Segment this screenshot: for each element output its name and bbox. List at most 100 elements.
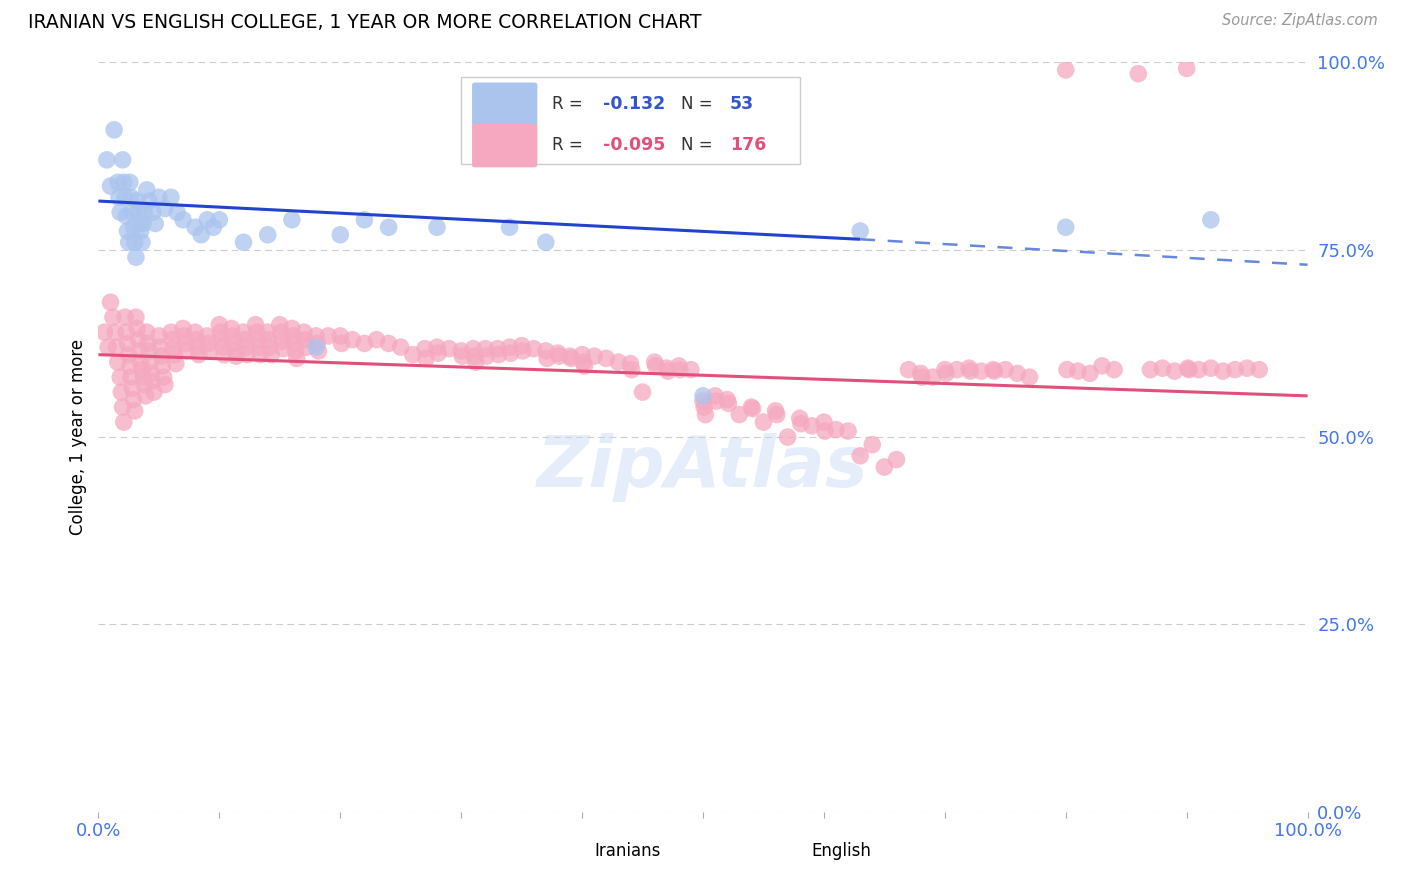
Point bbox=[366, 333, 388, 347]
Point bbox=[221, 321, 243, 335]
Point bbox=[284, 343, 307, 358]
Point bbox=[752, 415, 775, 429]
Point bbox=[1249, 362, 1271, 376]
Point bbox=[305, 329, 328, 343]
Point bbox=[571, 348, 593, 362]
Point bbox=[132, 217, 155, 231]
Point bbox=[190, 227, 212, 242]
Point bbox=[353, 336, 375, 351]
Point bbox=[118, 175, 141, 189]
Point bbox=[96, 153, 118, 167]
Point bbox=[100, 179, 122, 194]
Point bbox=[111, 153, 134, 167]
Point bbox=[790, 417, 813, 431]
Point bbox=[115, 325, 138, 339]
FancyBboxPatch shape bbox=[472, 83, 537, 126]
Point bbox=[187, 348, 209, 362]
Point bbox=[574, 359, 596, 373]
Point bbox=[148, 190, 170, 204]
FancyBboxPatch shape bbox=[748, 838, 801, 864]
Point bbox=[212, 340, 235, 354]
Point bbox=[108, 370, 131, 384]
Y-axis label: College, 1 year or more: College, 1 year or more bbox=[69, 339, 87, 535]
Point bbox=[1018, 370, 1040, 384]
Point bbox=[131, 362, 153, 376]
Point bbox=[124, 404, 146, 418]
Point bbox=[112, 415, 135, 429]
Point bbox=[124, 235, 146, 250]
Point bbox=[426, 340, 449, 354]
Point bbox=[474, 342, 496, 356]
Point bbox=[1078, 367, 1101, 381]
Point bbox=[316, 329, 339, 343]
Point bbox=[256, 325, 278, 339]
Point bbox=[1188, 362, 1211, 376]
Point bbox=[208, 318, 231, 332]
Point bbox=[1139, 362, 1161, 376]
Point bbox=[117, 224, 139, 238]
Point bbox=[886, 452, 908, 467]
Point bbox=[152, 359, 174, 373]
Point bbox=[163, 348, 186, 362]
Point bbox=[572, 355, 595, 369]
Point bbox=[486, 342, 509, 356]
Point bbox=[1199, 212, 1222, 227]
Text: R =: R = bbox=[551, 95, 593, 112]
Point bbox=[186, 333, 208, 347]
Point bbox=[141, 367, 163, 381]
Point bbox=[270, 325, 292, 339]
Point bbox=[97, 340, 120, 354]
Point bbox=[93, 325, 115, 339]
Point bbox=[499, 346, 522, 360]
Point bbox=[800, 418, 823, 433]
Point bbox=[695, 408, 717, 422]
Point bbox=[143, 217, 166, 231]
Point bbox=[389, 340, 412, 354]
Point bbox=[195, 212, 218, 227]
Text: IRANIAN VS ENGLISH COLLEGE, 1 YEAR OR MORE CORRELATION CHART: IRANIAN VS ENGLISH COLLEGE, 1 YEAR OR MO… bbox=[28, 13, 702, 32]
Point bbox=[669, 362, 692, 376]
Point bbox=[970, 364, 993, 378]
Point bbox=[437, 342, 460, 356]
Point bbox=[122, 220, 145, 235]
Point bbox=[104, 325, 127, 339]
Point bbox=[523, 342, 546, 356]
Point bbox=[512, 343, 534, 358]
Point bbox=[402, 348, 425, 362]
Point bbox=[103, 123, 125, 137]
Point bbox=[107, 355, 129, 369]
Point bbox=[127, 333, 149, 347]
Point bbox=[704, 389, 727, 403]
Point bbox=[377, 336, 399, 351]
Point bbox=[166, 205, 188, 219]
Point bbox=[138, 194, 160, 208]
Point bbox=[184, 325, 207, 339]
Point bbox=[112, 175, 135, 189]
Point bbox=[281, 329, 304, 343]
Point bbox=[152, 370, 174, 384]
Point bbox=[488, 348, 510, 362]
Point bbox=[1236, 361, 1258, 376]
Point bbox=[174, 336, 197, 351]
Point bbox=[692, 394, 714, 409]
Point bbox=[765, 404, 787, 418]
Point bbox=[765, 408, 787, 422]
Point bbox=[211, 333, 233, 347]
Point bbox=[232, 235, 254, 250]
Point bbox=[1007, 367, 1029, 381]
Text: -0.095: -0.095 bbox=[603, 136, 665, 153]
Point bbox=[108, 190, 131, 204]
Point bbox=[1067, 364, 1090, 378]
Point bbox=[105, 340, 128, 354]
Point bbox=[135, 325, 157, 339]
Point bbox=[271, 334, 294, 348]
Point bbox=[131, 235, 153, 250]
Point bbox=[233, 333, 256, 347]
Text: 176: 176 bbox=[730, 136, 766, 153]
Point bbox=[813, 415, 835, 429]
Point bbox=[607, 355, 630, 369]
Point bbox=[536, 351, 558, 366]
Point bbox=[825, 423, 848, 437]
Point bbox=[1152, 361, 1174, 376]
Point bbox=[463, 349, 485, 363]
